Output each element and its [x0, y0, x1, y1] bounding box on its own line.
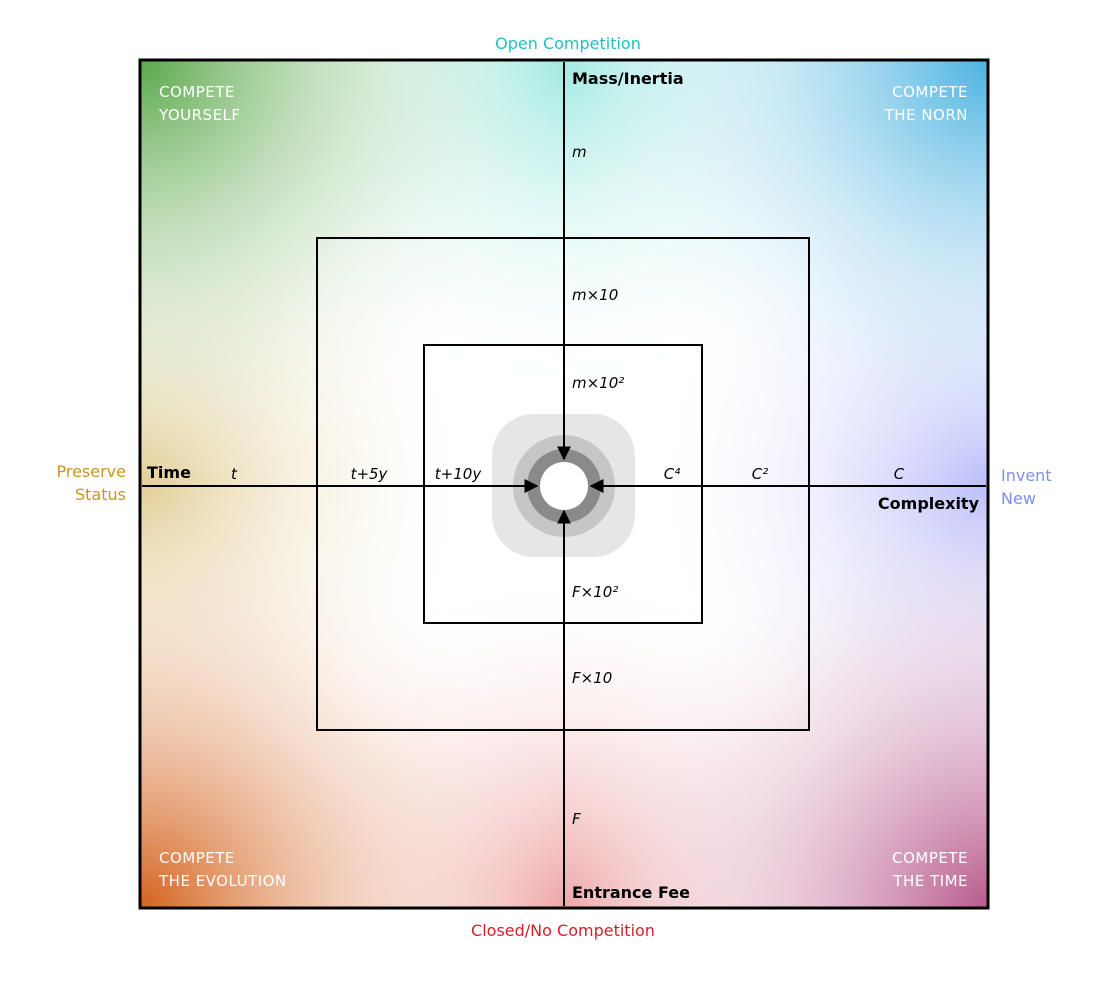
- corner-bl-line2: THE EVOLUTION: [158, 872, 287, 890]
- tick-left-1: t: [231, 465, 238, 483]
- label-invent-line2: New: [1001, 489, 1036, 508]
- label-preserve-line2: Status: [75, 485, 126, 504]
- corner-tl-line2: YOURSELF: [158, 106, 241, 124]
- tick-bottom-1: F×10²: [572, 583, 618, 601]
- label-closed-competition: Closed/No Competition: [471, 921, 655, 940]
- axis-title-entrance-fee: Entrance Fee: [572, 883, 690, 902]
- outer-frame: [138, 58, 990, 910]
- tick-top-3: m×10²: [572, 374, 624, 392]
- corner-tr-line2: THE NORN: [884, 106, 968, 124]
- center-hole: [540, 462, 588, 510]
- label-open-competition: Open Competition: [495, 34, 641, 53]
- corner-br-line1: COMPETE: [892, 849, 968, 867]
- label-invent-line1: Invent: [1001, 466, 1052, 485]
- center-target: [492, 414, 635, 557]
- axis-title-mass: Mass/Inertia: [572, 69, 684, 88]
- corner-br-line2: THE TIME: [892, 872, 968, 890]
- tick-right-3: C: [894, 465, 905, 483]
- tick-bottom-3: F: [572, 810, 581, 828]
- axis-title-complexity: Complexity: [878, 494, 980, 513]
- axis-title-time: Time: [147, 463, 191, 482]
- label-preserve-line1: Preserve: [56, 462, 126, 481]
- axis-arrows: [142, 62, 986, 906]
- tick-bottom-2: F×10: [572, 669, 612, 687]
- tick-top-2: m×10: [572, 286, 618, 304]
- tick-top-1: m: [572, 143, 587, 161]
- tick-left-2: t+5y: [351, 465, 389, 483]
- tick-left-3: t+10y: [435, 465, 483, 483]
- corner-bl-line1: COMPETE: [159, 849, 235, 867]
- corner-tl-line1: COMPETE: [159, 83, 235, 101]
- tick-right-2: C²: [752, 465, 769, 483]
- tick-right-1: C⁴: [664, 465, 681, 483]
- corner-tr-line1: COMPETE: [892, 83, 968, 101]
